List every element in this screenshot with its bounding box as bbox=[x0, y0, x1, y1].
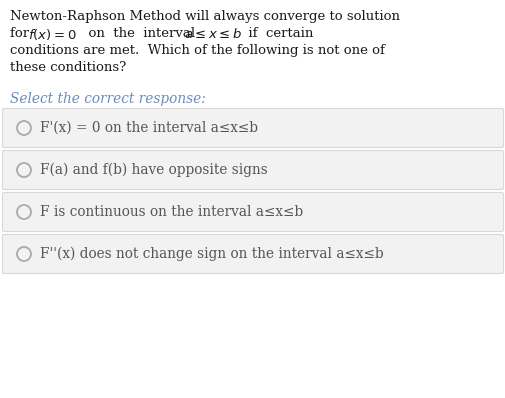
Text: F'(x) = 0 on the interval a≤x≤b: F'(x) = 0 on the interval a≤x≤b bbox=[40, 121, 258, 135]
Text: $f(x) = 0$: $f(x) = 0$ bbox=[28, 27, 76, 42]
FancyBboxPatch shape bbox=[3, 150, 502, 189]
Text: F(a) and f(b) have opposite signs: F(a) and f(b) have opposite signs bbox=[40, 163, 267, 177]
Text: F''(x) does not change sign on the interval a≤x≤b: F''(x) does not change sign on the inter… bbox=[40, 247, 383, 261]
FancyBboxPatch shape bbox=[3, 234, 502, 273]
Text: $a \leq x \leq b$: $a \leq x \leq b$ bbox=[184, 27, 242, 41]
Text: for: for bbox=[10, 27, 33, 40]
Text: F is continuous on the interval a≤x≤b: F is continuous on the interval a≤x≤b bbox=[40, 205, 302, 219]
Text: Select the correct response:: Select the correct response: bbox=[10, 92, 206, 106]
FancyBboxPatch shape bbox=[3, 109, 502, 148]
Text: conditions are met.  Which of the following is not one of: conditions are met. Which of the followi… bbox=[10, 44, 384, 57]
Text: these conditions?: these conditions? bbox=[10, 61, 126, 74]
FancyBboxPatch shape bbox=[3, 193, 502, 232]
Text: on  the  interval: on the interval bbox=[80, 27, 203, 40]
Text: Newton-Raphson Method will always converge to solution: Newton-Raphson Method will always conver… bbox=[10, 10, 399, 23]
Text: if  certain: if certain bbox=[239, 27, 313, 40]
